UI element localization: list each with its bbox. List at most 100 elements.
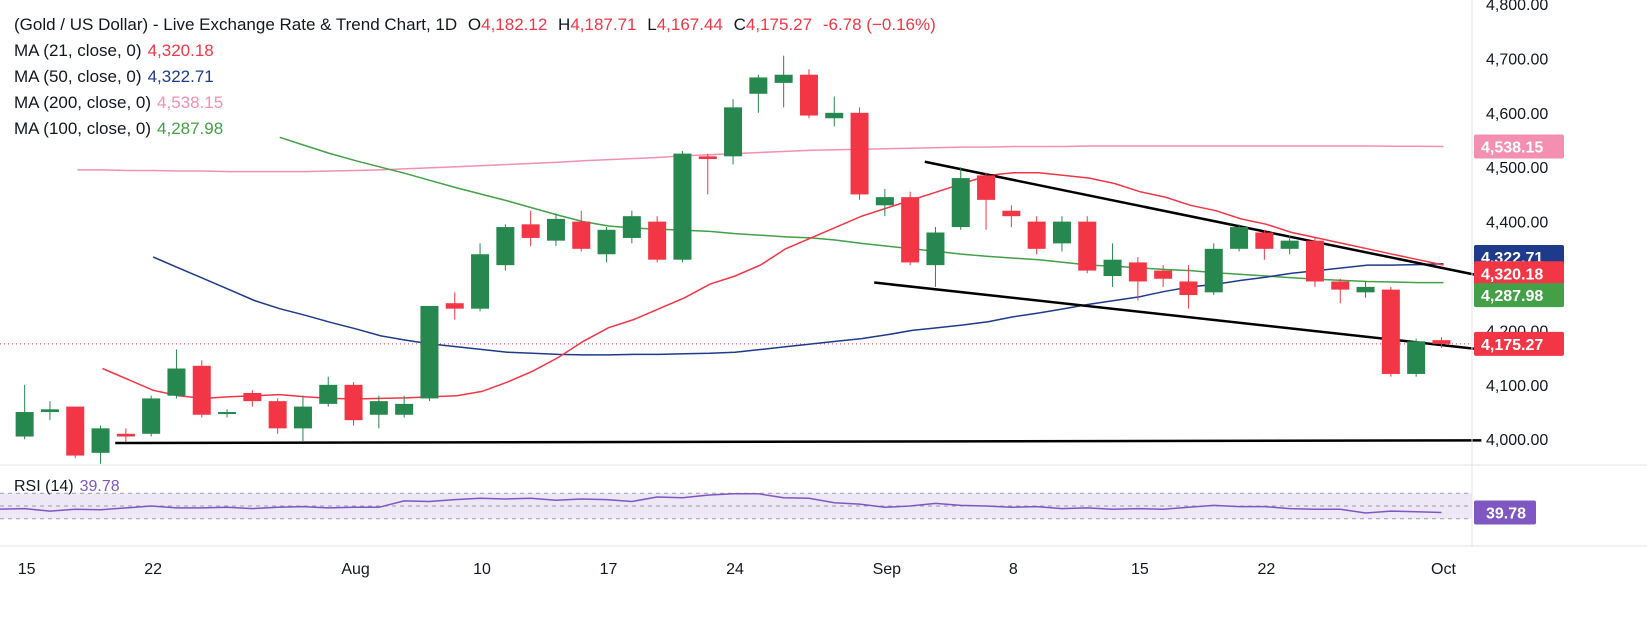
candle-body [496, 227, 515, 266]
x-tick-label: Sep [873, 561, 902, 578]
symbol-title[interactable]: (Gold / US Dollar) - Live Exchange Rate … [14, 15, 458, 34]
badge-rsi [1474, 500, 1536, 525]
candle-body [1305, 240, 1324, 282]
trendline-1 [924, 160, 1482, 278]
y-tick-label: 4,600.00 [1486, 106, 1548, 123]
candle-body [1255, 232, 1274, 249]
chart-header: (Gold / US Dollar) - Live Exchange Rate … [14, 14, 942, 36]
rsi-value: 39.78 [79, 478, 120, 495]
candle-body [622, 216, 641, 238]
badge-last-price [1474, 331, 1564, 356]
badge-ma200 [1474, 134, 1564, 159]
ohlc-open-value: 4,182.12 [481, 15, 548, 34]
badge-ma100 [1474, 283, 1564, 308]
x-tick-label: 24 [726, 561, 744, 578]
ohlc-high-value: 4,187.71 [570, 15, 637, 34]
candle-body [15, 412, 34, 437]
candle-body [1128, 262, 1147, 282]
candle-body [951, 178, 970, 228]
candle-body [1179, 281, 1198, 296]
candle-body [1027, 221, 1046, 249]
candle-body [1356, 286, 1375, 293]
y-tick-label: 4,800.00 [1486, 0, 1548, 14]
ohlc-low-value: 4,167.44 [656, 15, 723, 34]
candle-body [91, 428, 110, 453]
ma21-value: 4,320.18 [147, 41, 214, 60]
candle-body [1407, 341, 1426, 374]
candle-body [445, 303, 464, 309]
trendline-2 [874, 281, 1482, 351]
candle-body [420, 305, 439, 399]
ma50-line [152, 256, 1444, 356]
ma21-label: MA (21, close, 0) [14, 41, 142, 60]
ma100-line [279, 136, 1444, 284]
candle-body [875, 197, 894, 206]
ohlc-close-label: C [733, 15, 746, 34]
candle-body [901, 197, 920, 263]
candle-body [648, 221, 667, 260]
x-tick-label: 15 [18, 561, 36, 578]
ma50-value: 4,322.71 [147, 67, 214, 86]
candle-body [395, 403, 414, 415]
y-tick-label: 4,100.00 [1486, 378, 1548, 395]
candle-body [1154, 270, 1173, 279]
candle-body [40, 409, 59, 413]
candle-body [1078, 221, 1097, 271]
candle-body [521, 224, 540, 238]
candle-body [116, 433, 135, 437]
candle-body [1103, 259, 1122, 277]
badge-ma21 [1474, 261, 1564, 286]
badge-last-price-text: 4,175.27 [1481, 337, 1543, 354]
candle-body [344, 384, 363, 421]
candle-body [926, 232, 945, 266]
rsi-line [0, 493, 1442, 514]
candle-body [572, 221, 591, 249]
candle-body [167, 368, 186, 396]
candle-body [1002, 210, 1021, 217]
badge-rsi-text: 39.78 [1486, 506, 1526, 523]
y-tick-label: 4,000.00 [1486, 432, 1548, 449]
ohlc-high-label: H [558, 15, 571, 34]
ohlc-open-label: O [467, 15, 482, 34]
ma200-label: MA (200, close, 0) [14, 93, 152, 112]
candle-body [774, 74, 793, 83]
trendline-0 [115, 439, 1482, 445]
candle-body [192, 365, 211, 415]
ma200-value: 4,538.15 [157, 93, 224, 112]
candle-body [142, 398, 161, 434]
candle-body [673, 153, 692, 260]
ma100-label: MA (100, close, 0) [14, 119, 152, 138]
indicator-ma50[interactable]: MA (50, close, 0) 4,322.71 [14, 66, 220, 88]
candle-body [825, 112, 844, 119]
candle-body [724, 107, 743, 157]
ma100-value: 4,287.98 [157, 119, 224, 138]
ma50-label: MA (50, close, 0) [14, 67, 142, 86]
x-tick-label: 22 [1257, 561, 1275, 578]
x-tick-label: Aug [341, 561, 369, 578]
candle-body [977, 175, 996, 200]
rsi-legend[interactable]: RSI (14) 39.78 [14, 476, 126, 498]
x-tick-label: 15 [1131, 561, 1149, 578]
candle-body [471, 254, 490, 309]
y-tick-label: 4,700.00 [1486, 51, 1548, 68]
x-tick-label: Oct [1431, 561, 1456, 578]
x-tick-label: 8 [1009, 561, 1018, 578]
candle-body [293, 406, 312, 429]
candle-body [1331, 281, 1350, 290]
indicator-ma100[interactable]: MA (100, close, 0) 4,287.98 [14, 118, 229, 140]
x-tick-label: 17 [600, 561, 618, 578]
ma200-line [77, 145, 1444, 173]
candle-body [66, 406, 85, 456]
y-tick-label: 4,500.00 [1486, 160, 1548, 177]
x-tick-label: 22 [144, 561, 162, 578]
indicator-ma21[interactable]: MA (21, close, 0) 4,320.18 [14, 40, 220, 62]
candle-body [319, 384, 338, 404]
candle-body [698, 156, 717, 160]
badge-ma100-text: 4,287.98 [1481, 288, 1543, 305]
indicator-ma200[interactable]: MA (200, close, 0) 4,538.15 [14, 92, 229, 114]
ohlc-low-label: L [647, 15, 657, 34]
candle-body [1381, 289, 1400, 374]
candle-body [1432, 340, 1451, 344]
